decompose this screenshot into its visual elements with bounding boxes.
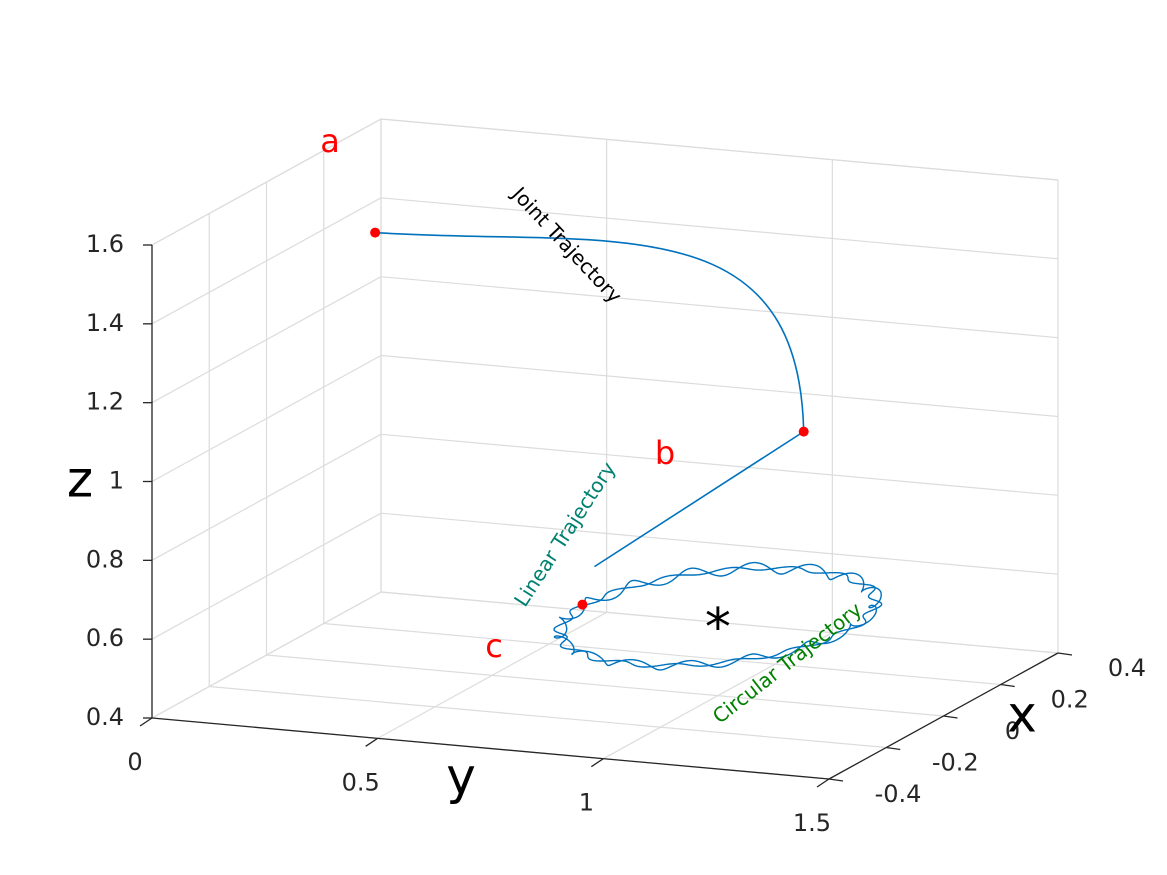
circular-trajectory-loop-1 bbox=[553, 561, 882, 671]
point-marker-c bbox=[577, 599, 588, 610]
grid-left-z-3 bbox=[151, 354, 382, 483]
grid-back-z-0 bbox=[380, 591, 1059, 654]
trajectory-series bbox=[375, 231, 883, 671]
joint-trajectory-label: Joint Trajectory bbox=[506, 181, 627, 308]
y-tick-label-2: 1 bbox=[579, 789, 594, 817]
y-tick-2 bbox=[590, 758, 604, 768]
grid-left-z-5 bbox=[151, 197, 382, 325]
joint-trajectory-line bbox=[375, 231, 805, 432]
point-label-c: c bbox=[485, 627, 503, 665]
point-marker-b bbox=[798, 426, 809, 437]
x-tick-label-3: 0.2 bbox=[1051, 686, 1089, 714]
grid-floor-x-1 bbox=[209, 685, 887, 749]
grid-floor-x-3 bbox=[323, 622, 1001, 686]
box-edge-top-left bbox=[151, 118, 382, 246]
grid-back-z-2 bbox=[380, 433, 1059, 496]
x-axis-title: x bbox=[1007, 686, 1037, 744]
grid-back-z-3 bbox=[380, 354, 1059, 418]
ticks: 0.4 0.6 0.8 1 1.2 1.4 1.6 0 0.5 1 1.5 -0.4 -0.2 0 0.2 0… bbox=[86, 230, 1146, 837]
x-tick-1 bbox=[886, 746, 901, 751]
y-tick-label-3: 1.5 bbox=[793, 809, 831, 837]
y-tick-1 bbox=[365, 737, 379, 747]
linear-trajectory-line bbox=[593, 430, 805, 568]
y-tick-label-1: 0.5 bbox=[342, 768, 380, 796]
grid-back-z-5 bbox=[380, 197, 1059, 260]
point-marker-a bbox=[370, 227, 381, 238]
linear-trajectory-label: Linear Trajectory bbox=[509, 457, 620, 610]
point-label-b: b bbox=[655, 434, 675, 472]
x-tick-0 bbox=[828, 778, 844, 782]
x-tick-label-2: 0 bbox=[1005, 717, 1020, 745]
x-tick-4 bbox=[1057, 652, 1073, 656]
x-tick-label-1: -0.2 bbox=[932, 749, 979, 777]
grid-left-z-0 bbox=[151, 591, 382, 719]
y-axis-line bbox=[151, 717, 830, 780]
x-tick-2 bbox=[943, 715, 958, 719]
point-label-a: a bbox=[320, 122, 340, 160]
center-marker: * bbox=[705, 598, 731, 658]
grid-floor-x-2 bbox=[266, 654, 944, 717]
markers: * bbox=[370, 227, 809, 658]
grid-back-z-4 bbox=[380, 276, 1059, 339]
z-tick-label-4: 1.2 bbox=[86, 388, 124, 416]
grid-left-z-2 bbox=[151, 433, 382, 561]
grid-left-z-4 bbox=[151, 276, 382, 404]
grid bbox=[151, 118, 1059, 780]
y-tick-0 bbox=[139, 717, 153, 727]
z-tick-label-5: 1.4 bbox=[86, 309, 124, 337]
z-tick-label-2: 0.8 bbox=[86, 545, 124, 573]
z-tick-label-1: 0.6 bbox=[86, 624, 124, 652]
y-tick-3 bbox=[816, 778, 830, 788]
circular-trajectory-loop-2 bbox=[553, 566, 883, 668]
z-tick-label-0: 0.4 bbox=[86, 703, 124, 731]
grid-back-z-1 bbox=[380, 512, 1059, 575]
x-tick-label-0: -0.4 bbox=[875, 780, 922, 808]
y-axis-title: y bbox=[446, 748, 476, 806]
x-tick-3 bbox=[1000, 683, 1015, 688]
z-tick-label-6: 1.6 bbox=[86, 230, 124, 258]
y-tick-label-0: 0 bbox=[127, 748, 142, 776]
z-tick-label-3: 1 bbox=[109, 467, 124, 495]
box-edge-top-back bbox=[380, 118, 1059, 181]
z-axis-title: z bbox=[67, 451, 93, 509]
x-tick-label-4: 0.4 bbox=[1108, 654, 1146, 682]
grid-left-z-1 bbox=[151, 512, 382, 640]
